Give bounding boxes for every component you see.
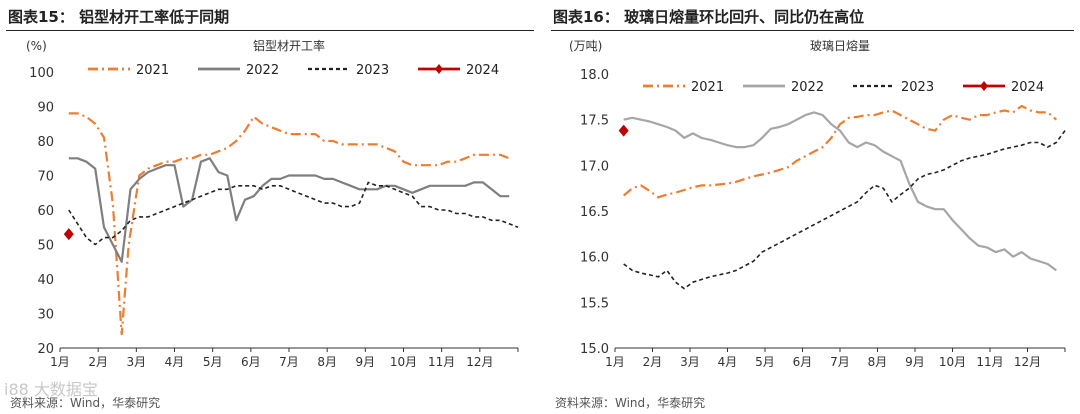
x-tick-label: 1月 [605, 355, 625, 369]
y-tick-label: 100 [29, 66, 54, 81]
x-tick-label: 5月 [203, 355, 223, 369]
x-tick-label: 3月 [127, 355, 147, 369]
series-line-2021 [622, 104, 1058, 199]
legend-item-2021: 2021 [643, 80, 724, 95]
watermark: i88 大数据宝 [4, 380, 98, 399]
y-axis-label: (万吨) [569, 39, 602, 53]
chart-subtitle: 铝型材开工率 [253, 38, 325, 53]
legend-label: 2021 [691, 80, 724, 95]
x-tick-label: 11月 [428, 355, 455, 369]
series-line-2021 [68, 112, 510, 336]
legend-item-2022: 2022 [743, 80, 824, 95]
series-line-2022 [68, 157, 510, 263]
legend-label: 2022 [246, 63, 279, 78]
x-tick-label: 8月 [317, 355, 337, 369]
y-tick-label: 17.0 [580, 159, 609, 174]
legend-label: 2023 [356, 63, 389, 78]
x-tick-label: 2月 [88, 355, 108, 369]
legend-item-2021: 2021 [88, 63, 169, 78]
legend-item-2024: 2024 [963, 80, 1044, 95]
legend-marker [980, 81, 988, 91]
y-tick-label: 90 [37, 101, 54, 116]
chart-title: 图表16： 玻璃日熔量环比回升、同比仍在高位 [553, 8, 865, 26]
y-tick-label: 15.5 [580, 296, 609, 311]
y-tick-label: 50 [37, 239, 54, 254]
legend-item-2023: 2023 [308, 63, 389, 78]
legend-label: 2021 [136, 63, 169, 78]
title-divider [551, 30, 1074, 31]
y-tick-label: 15.0 [580, 342, 609, 357]
legend-item-2023: 2023 [853, 80, 934, 95]
y-tick-label: 40 [37, 273, 54, 288]
x-tick-label: 5月 [755, 355, 775, 369]
legend-label: 2022 [791, 80, 824, 95]
y-tick-label: 16.0 [580, 251, 609, 266]
legend-label: 2023 [901, 80, 934, 95]
x-tick-label: 3月 [680, 355, 700, 369]
legend-label: 2024 [466, 63, 499, 78]
x-tick-label: 9月 [905, 355, 925, 369]
series-line-2023 [623, 130, 1066, 290]
y-tick-label: 16.5 [580, 205, 609, 220]
legend-item-2022: 2022 [198, 63, 279, 78]
legend-label: 2024 [1011, 80, 1044, 95]
x-tick-label: 10月 [390, 355, 417, 369]
title-divider [6, 30, 534, 31]
series-point-2024 [63, 228, 74, 241]
x-tick-label: 6月 [793, 355, 813, 369]
x-tick-label: 7月 [830, 355, 850, 369]
series-point-2024 [618, 124, 629, 137]
x-tick-label: 8月 [868, 355, 888, 369]
chart-panel-aluminum: 图表15： 铝型材开工率低于同期 (%) 铝型材开工率 20 30 40 50 60 70 80… [6, 8, 534, 410]
x-tick-label: 11月 [976, 355, 1003, 369]
legend-item-2024: 2024 [418, 63, 499, 78]
chart-source: 资料来源：Wind，华泰研究 [555, 396, 706, 410]
x-tick-label: 12月 [1014, 355, 1041, 369]
x-tick-label: 12月 [466, 355, 493, 369]
y-tick-label: 17.5 [580, 114, 609, 129]
x-tick-label: 2月 [643, 355, 663, 369]
x-tick-label: 6月 [241, 355, 261, 369]
chart-source: 资料来源：Wind，华泰研究 [10, 396, 161, 410]
chart-panel-glass: 图表16： 玻璃日熔量环比回升、同比仍在高位 (万吨) 玻璃日熔量 15.0 15.5… [545, 0, 1080, 414]
chart-title: 图表15： 铝型材开工率低于同期 [8, 8, 230, 26]
legend-marker [435, 64, 443, 74]
chart-subtitle: 玻璃日熔量 [810, 38, 870, 53]
x-tick-label: 7月 [279, 355, 299, 369]
glass-daily-melt-chart: (万吨) 玻璃日熔量 15.0 15.5 16.0 16.5 17.0 17.5 18.0 1月 2… [569, 38, 1066, 369]
aluminum-operating-rate-chart: (%) 铝型材开工率 20 30 40 50 60 70 80 90 100 1月 2月 3月 4月 5月 6月… [26, 38, 519, 369]
y-tick-label: 70 [37, 170, 54, 185]
x-tick-label: 9月 [356, 355, 376, 369]
x-tick-label: 10月 [939, 355, 966, 369]
y-tick-label: 60 [37, 204, 54, 219]
y-axis-label: (%) [26, 39, 47, 53]
series-line-2023 [68, 181, 519, 246]
y-tick-label: 80 [37, 135, 54, 150]
x-tick-label: 4月 [165, 355, 185, 369]
x-tick-label: 1月 [50, 355, 70, 369]
y-tick-label: 18.0 [580, 68, 609, 83]
series-line-2022 [623, 111, 1057, 272]
x-tick-label: 4月 [718, 355, 738, 369]
y-tick-label: 30 [37, 308, 54, 323]
y-tick-label: 20 [37, 342, 54, 357]
